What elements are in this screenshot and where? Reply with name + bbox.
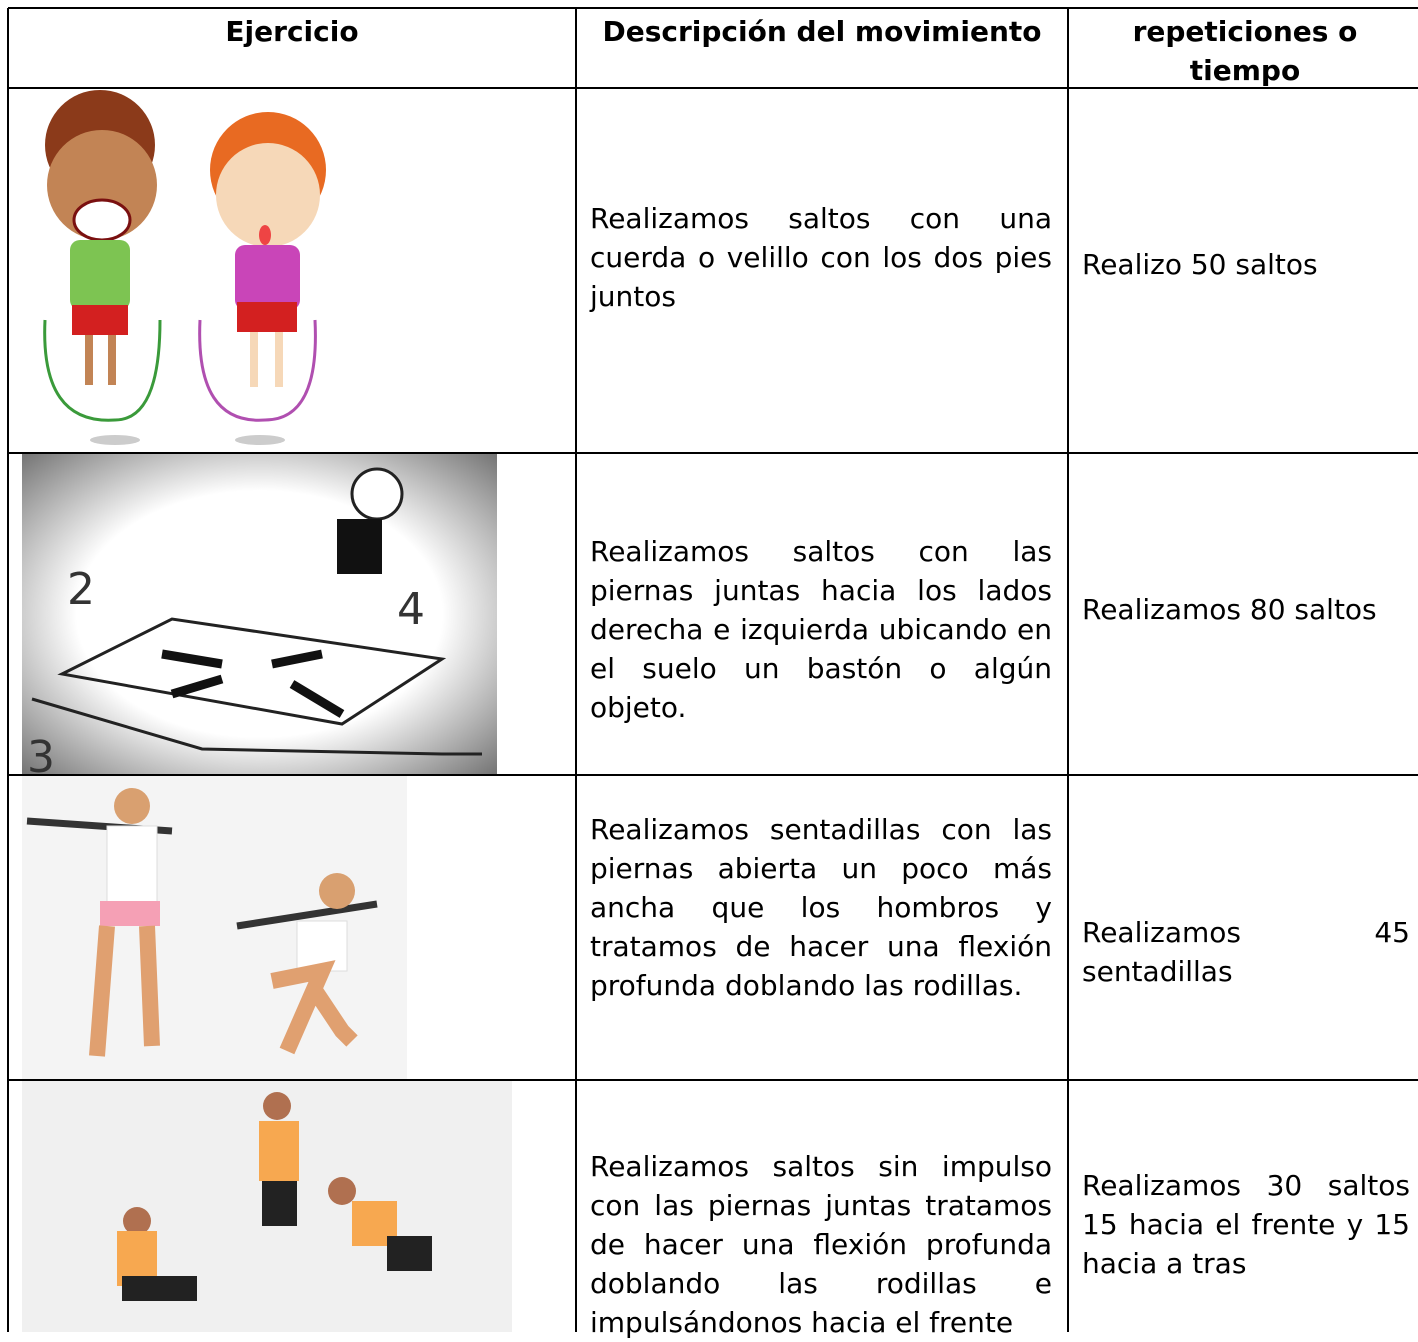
description-cell: Realizamos saltos con una cuerda o velil… — [590, 202, 1052, 313]
table-border — [8, 7, 1418, 9]
description-cell: Realizamos saltos con las piernas juntas… — [590, 535, 1052, 724]
svg-text:2: 2 — [67, 564, 95, 615]
svg-text:4: 4 — [397, 584, 425, 635]
doc-title: docente. — [160, 0, 298, 8]
reps-cell: Realizamos 45 sentadillas — [1082, 916, 1410, 988]
table-border — [8, 452, 1418, 454]
table-border — [8, 774, 1418, 776]
exercise-image — [22, 1081, 512, 1332]
exercise-image — [20, 90, 376, 452]
column-header: repeticiones o tiempo — [1132, 15, 1358, 87]
svg-text:3: 3 — [27, 732, 55, 774]
reps-cell: Realizamos 80 saltos — [1082, 593, 1377, 626]
column-header: Ejercicio — [225, 15, 359, 48]
exercise-image — [22, 776, 407, 1079]
description-cell: Realizamos saltos sin impulso con las pi… — [590, 1150, 1052, 1339]
exercise-image: 2 4 3 — [22, 454, 497, 774]
reps-cell: Realizamos 30 saltos 15 hacia el frente … — [1082, 1169, 1410, 1280]
table-border — [8, 87, 1418, 89]
table-border — [7, 8, 9, 1332]
reps-cell: Realizo 50 saltos — [1082, 248, 1318, 281]
column-header: Descripción del movimiento — [602, 15, 1042, 48]
table-border — [8, 1079, 1418, 1081]
description-cell: Realizamos sentadillas con las piernas a… — [590, 813, 1052, 1002]
table-border — [1067, 8, 1069, 1332]
table-border — [575, 8, 577, 1332]
